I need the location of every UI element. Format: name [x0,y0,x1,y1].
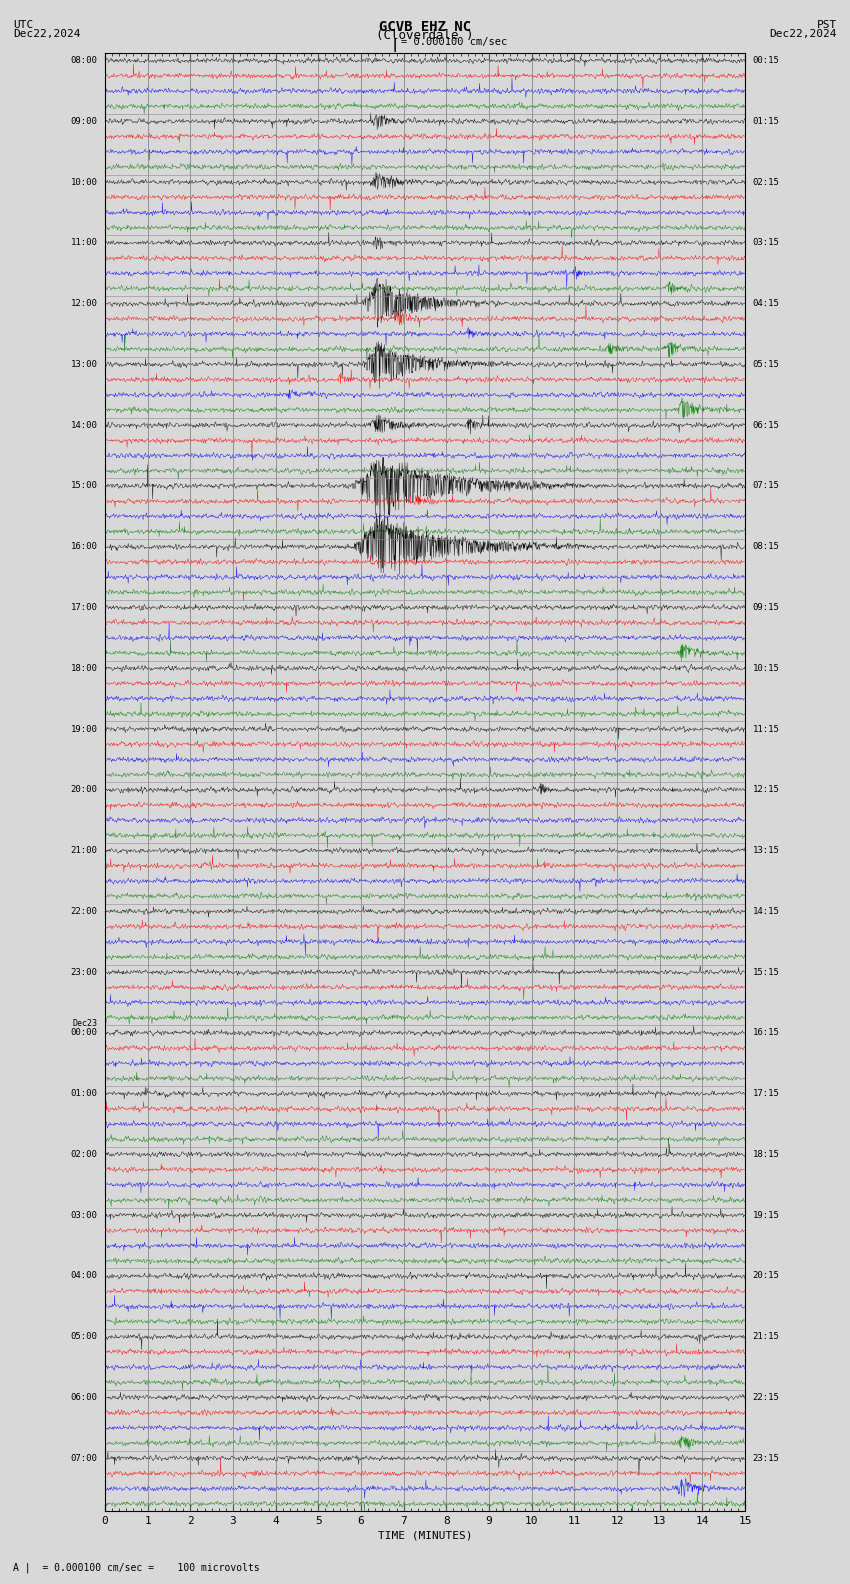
Text: 12:00: 12:00 [71,299,98,309]
Text: 19:15: 19:15 [752,1210,779,1220]
Text: 06:15: 06:15 [752,421,779,429]
Text: 11:00: 11:00 [71,239,98,247]
Text: 16:00: 16:00 [71,542,98,551]
Text: 21:15: 21:15 [752,1332,779,1342]
Text: 14:00: 14:00 [71,421,98,429]
Text: 13:15: 13:15 [752,846,779,855]
Text: UTC: UTC [13,19,33,30]
Text: 00:15: 00:15 [752,55,779,65]
Text: 14:15: 14:15 [752,908,779,916]
Text: 18:15: 18:15 [752,1150,779,1159]
Text: 11:15: 11:15 [752,724,779,733]
Text: 10:15: 10:15 [752,664,779,673]
Text: 17:15: 17:15 [752,1090,779,1098]
Text: 20:00: 20:00 [71,786,98,794]
Text: Dec22,2024: Dec22,2024 [13,29,80,38]
Text: (Cloverdale ): (Cloverdale ) [377,29,473,41]
Text: 03:00: 03:00 [71,1210,98,1220]
Text: 15:15: 15:15 [752,968,779,977]
Text: 18:00: 18:00 [71,664,98,673]
Text: 23:00: 23:00 [71,968,98,977]
Text: 09:15: 09:15 [752,604,779,611]
Text: 07:00: 07:00 [71,1454,98,1462]
Text: 03:15: 03:15 [752,239,779,247]
Text: 08:00: 08:00 [71,55,98,65]
Text: 21:00: 21:00 [71,846,98,855]
Text: 04:15: 04:15 [752,299,779,309]
Text: = 0.000100 cm/sec: = 0.000100 cm/sec [401,36,507,48]
Text: 06:00: 06:00 [71,1392,98,1402]
Text: Dec22,2024: Dec22,2024 [770,29,837,38]
Text: 22:00: 22:00 [71,908,98,916]
Text: 07:15: 07:15 [752,482,779,491]
Text: 09:00: 09:00 [71,117,98,125]
Text: 00:00: 00:00 [71,1028,98,1038]
Text: A |  = 0.000100 cm/sec =    100 microvolts: A | = 0.000100 cm/sec = 100 microvolts [13,1562,259,1573]
Text: 16:15: 16:15 [752,1028,779,1038]
Text: 17:00: 17:00 [71,604,98,611]
Text: 04:00: 04:00 [71,1272,98,1280]
Text: 20:15: 20:15 [752,1272,779,1280]
Text: Dec23: Dec23 [72,1019,98,1028]
X-axis label: TIME (MINUTES): TIME (MINUTES) [377,1530,473,1541]
Text: 22:15: 22:15 [752,1392,779,1402]
Text: |: | [391,38,399,52]
Text: 01:15: 01:15 [752,117,779,125]
Text: 02:15: 02:15 [752,177,779,187]
Text: 19:00: 19:00 [71,724,98,733]
Text: 15:00: 15:00 [71,482,98,491]
Text: 10:00: 10:00 [71,177,98,187]
Text: PST: PST [817,19,837,30]
Text: 01:00: 01:00 [71,1090,98,1098]
Text: 05:00: 05:00 [71,1332,98,1342]
Text: 08:15: 08:15 [752,542,779,551]
Text: GCVB EHZ NC: GCVB EHZ NC [379,19,471,33]
Text: 13:00: 13:00 [71,360,98,369]
Text: 02:00: 02:00 [71,1150,98,1159]
Text: 05:15: 05:15 [752,360,779,369]
Text: 23:15: 23:15 [752,1454,779,1462]
Text: 12:15: 12:15 [752,786,779,794]
